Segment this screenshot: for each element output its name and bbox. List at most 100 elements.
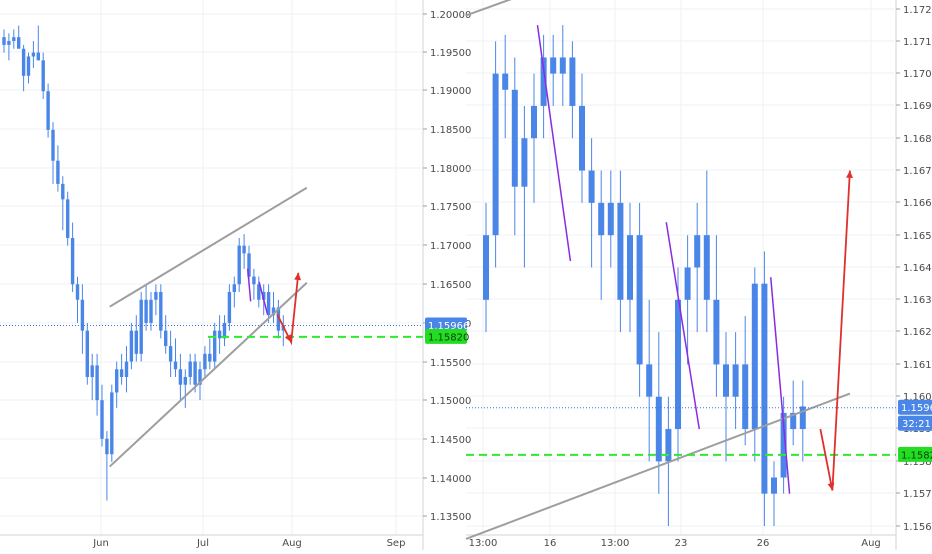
projection-arrow-head [294, 272, 302, 281]
candle-body [242, 245, 246, 254]
wave-segment [665, 222, 701, 430]
candle-body [56, 160, 60, 184]
y-tick-label: 1.15600 [903, 522, 932, 533]
y-tick-label: 1.14000 [430, 474, 471, 485]
candle-body [36, 52, 40, 61]
current-price-badge-text: 1.15966 [901, 403, 932, 414]
candle-body [95, 365, 99, 401]
y-tick-label: 1.19500 [430, 48, 471, 59]
y-tick-label: 1.16300 [903, 295, 932, 306]
right-chart-panel: 1.17200 1.17100 1.17000 1.16900 1.16800 1.167… [465, 0, 932, 550]
candle-body [655, 396, 662, 462]
candle-body [7, 41, 11, 45]
candle-body [799, 406, 806, 430]
candle-body [159, 292, 163, 331]
candle-body [257, 284, 261, 300]
candle-body [247, 253, 251, 277]
y-tick-label: 1.17500 [430, 202, 471, 213]
support-level-badge [425, 328, 467, 344]
candle-body [61, 183, 65, 200]
candle-body [12, 37, 16, 42]
candle-body [598, 202, 605, 236]
projection-arrow-head-down [827, 482, 835, 491]
candle-body [70, 237, 75, 285]
candle-body [511, 89, 518, 187]
projection-arrow-head [846, 170, 853, 178]
candle-body [105, 438, 109, 455]
countdown-badge [898, 415, 932, 431]
countdown-badge-text: 32:21 [902, 419, 931, 430]
candle-body [110, 392, 114, 455]
candle-body [154, 292, 158, 300]
y-tick-label: 1.17000 [903, 69, 932, 80]
current-price-badge-text: 1.15966 [428, 321, 469, 332]
candle-body [26, 56, 31, 76]
candle-body [227, 292, 232, 323]
candle-body [203, 353, 207, 370]
candle-body [80, 299, 85, 331]
candle-body [100, 400, 104, 439]
candle-body [579, 105, 585, 171]
y-tick-label: 1.16700 [903, 166, 932, 177]
candle-body [144, 299, 148, 323]
candle-body [531, 105, 537, 139]
candle-body [134, 330, 138, 354]
candle-body [271, 307, 276, 316]
candle-body [703, 235, 710, 300]
candle-body [217, 330, 222, 339]
candle-body [780, 412, 787, 478]
y-tick-label: 1.16200 [903, 327, 932, 338]
candle-body [66, 199, 70, 238]
projection-arrow-head-down [284, 334, 292, 343]
candle-body [149, 299, 153, 323]
candle-body [17, 37, 21, 49]
x-tick-label: Sep [387, 538, 406, 549]
x-tick-label: 13:00 [601, 538, 630, 549]
candle-body [21, 48, 26, 76]
y-tick-label: 1.18000 [430, 164, 471, 175]
y-tick-label: 1.13500 [430, 512, 471, 523]
candle-body [252, 276, 256, 285]
wave-segment [258, 281, 269, 315]
candle-body [771, 477, 777, 494]
x-tick-label: 13:00 [469, 538, 498, 549]
candle-body [276, 307, 281, 331]
candle-body [75, 284, 80, 300]
channel-line [465, 392, 851, 540]
y-tick-label: 1.16600 [903, 198, 932, 209]
wave-segment [769, 277, 791, 494]
y-tick-label: 1.19000 [430, 86, 471, 97]
candle-body [675, 299, 681, 430]
candle-body [694, 235, 701, 268]
candle-body [183, 376, 187, 385]
candle-body [684, 267, 691, 300]
candle-body [2, 37, 6, 45]
x-tick-label: Aug [282, 538, 302, 549]
candle-body [751, 283, 758, 430]
support-level-badge-text: 1.15820 [428, 332, 469, 343]
candle-body [208, 353, 212, 362]
candle-body [540, 57, 547, 106]
y-tick-label: 1.15500 [430, 358, 471, 369]
candle-body [617, 202, 624, 300]
candle-body [213, 330, 217, 362]
y-tick-label: 1.15700 [903, 489, 932, 500]
x-tick-label: 26 [757, 538, 770, 549]
current-price-badge [898, 399, 932, 415]
candle-body [569, 57, 576, 106]
candle-body [723, 364, 729, 397]
candle-body [85, 330, 89, 377]
candle-body [115, 369, 119, 393]
y-tick-label: 1.16400 [903, 263, 932, 274]
candle-body [492, 73, 499, 236]
y-tick-label: 1.14500 [430, 435, 471, 446]
candle-body [168, 346, 173, 362]
candle-body [46, 91, 50, 130]
candle-body [237, 245, 241, 285]
candle-body [129, 330, 134, 362]
support-level-badge-text: 1.15820 [901, 450, 932, 461]
candle-body [550, 57, 557, 74]
candle-body [124, 361, 129, 377]
candle-body [188, 361, 192, 377]
